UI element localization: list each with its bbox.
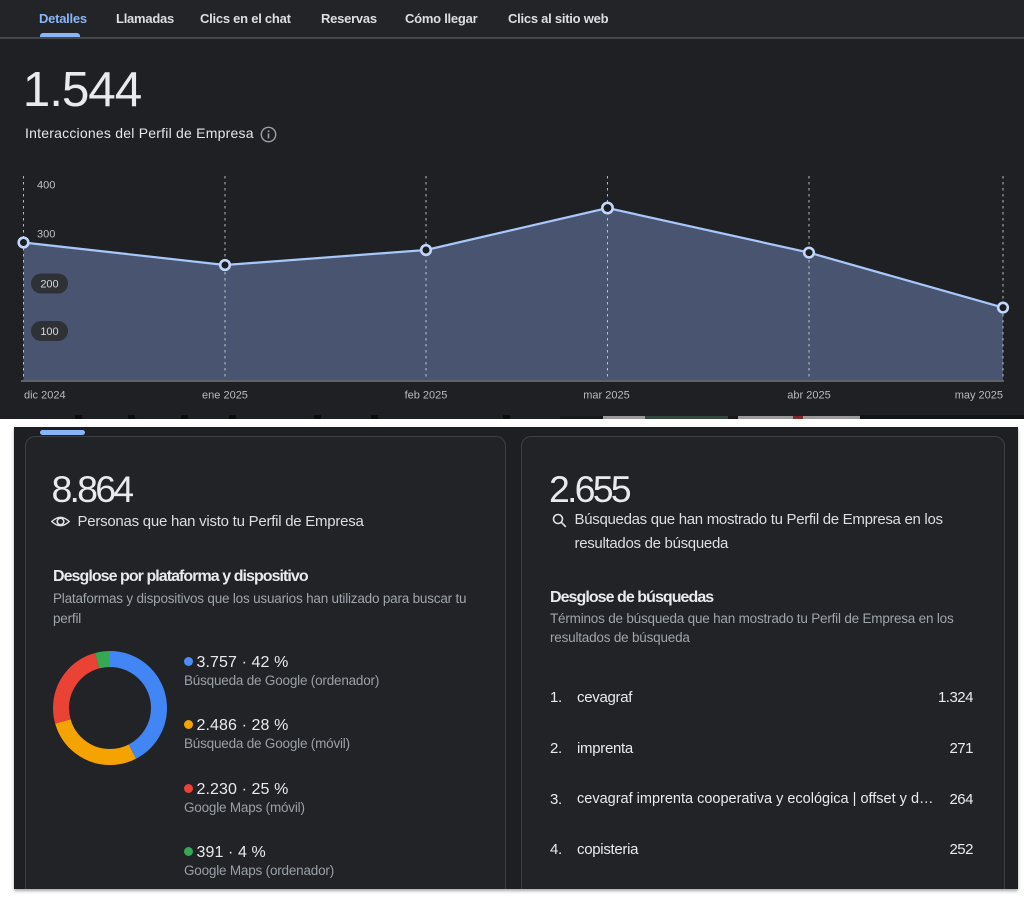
svg-text:400: 400 xyxy=(37,180,55,192)
svg-text:mar 2025: mar 2025 xyxy=(583,390,629,402)
svg-text:200: 200 xyxy=(40,279,58,291)
svg-text:dic 2024: dic 2024 xyxy=(24,390,66,402)
svg-text:100: 100 xyxy=(40,326,58,338)
svg-text:may 2025: may 2025 xyxy=(955,390,1003,402)
svg-text:abr 2025: abr 2025 xyxy=(787,390,830,402)
svg-text:300: 300 xyxy=(37,229,55,241)
svg-text:feb 2025: feb 2025 xyxy=(405,390,448,402)
svg-text:ene 2025: ene 2025 xyxy=(202,390,248,402)
